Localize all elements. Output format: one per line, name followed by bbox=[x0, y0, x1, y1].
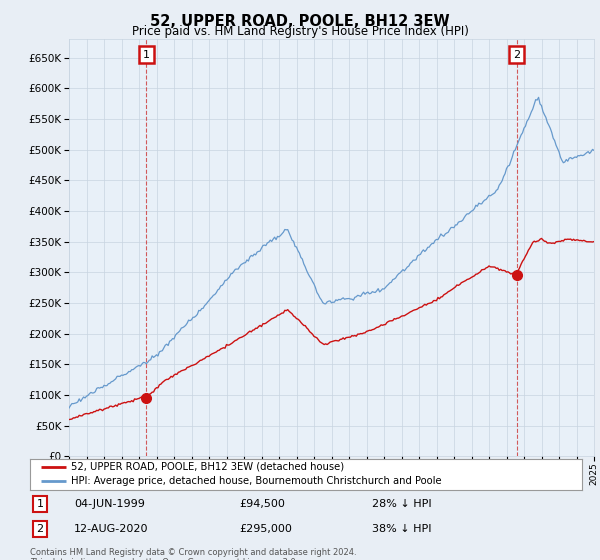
Text: Contains HM Land Registry data © Crown copyright and database right 2024.
This d: Contains HM Land Registry data © Crown c… bbox=[30, 548, 356, 560]
Text: 2: 2 bbox=[513, 49, 520, 59]
Text: 12-AUG-2020: 12-AUG-2020 bbox=[74, 524, 149, 534]
Text: 2: 2 bbox=[37, 524, 43, 534]
Text: 04-JUN-1999: 04-JUN-1999 bbox=[74, 499, 145, 509]
Text: HPI: Average price, detached house, Bournemouth Christchurch and Poole: HPI: Average price, detached house, Bour… bbox=[71, 477, 442, 487]
Text: £295,000: £295,000 bbox=[240, 524, 293, 534]
Text: 1: 1 bbox=[37, 499, 43, 509]
Text: 28% ↓ HPI: 28% ↓ HPI bbox=[372, 499, 432, 509]
Text: 52, UPPER ROAD, POOLE, BH12 3EW: 52, UPPER ROAD, POOLE, BH12 3EW bbox=[150, 14, 450, 29]
Text: Price paid vs. HM Land Registry's House Price Index (HPI): Price paid vs. HM Land Registry's House … bbox=[131, 25, 469, 38]
Text: £94,500: £94,500 bbox=[240, 499, 286, 509]
Text: 38% ↓ HPI: 38% ↓ HPI bbox=[372, 524, 432, 534]
Text: 1: 1 bbox=[143, 49, 150, 59]
Text: 52, UPPER ROAD, POOLE, BH12 3EW (detached house): 52, UPPER ROAD, POOLE, BH12 3EW (detache… bbox=[71, 462, 344, 472]
